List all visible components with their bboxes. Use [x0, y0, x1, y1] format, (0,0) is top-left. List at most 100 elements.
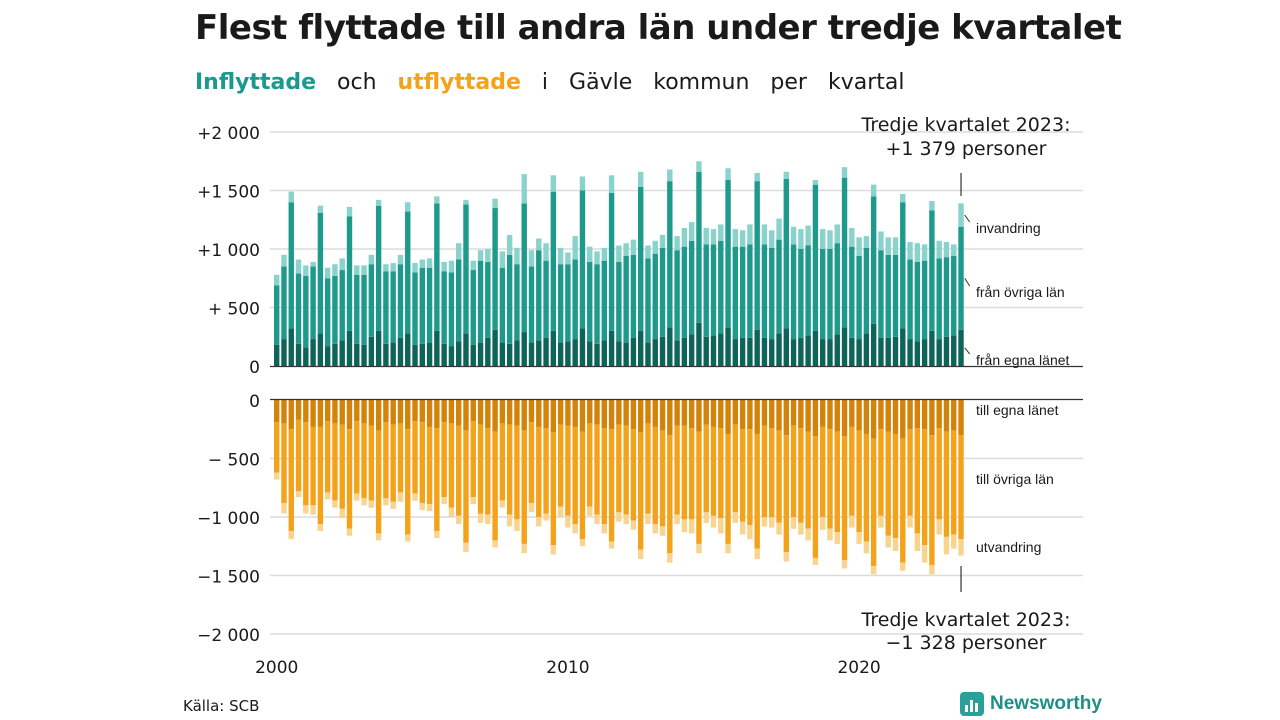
bar-inflow	[921, 339, 928, 366]
bar-outflow	[907, 429, 913, 516]
bar-inflow	[608, 192, 615, 331]
bar-outflow	[703, 424, 709, 513]
bar-inflow	[739, 246, 746, 338]
bar-inflow	[667, 327, 673, 366]
bar-outflow	[645, 513, 651, 525]
bar-inflow	[900, 202, 906, 329]
bar-inflow	[492, 198, 498, 209]
bar-inflow	[870, 184, 877, 197]
bar-inflow	[703, 227, 709, 245]
bar-inflow	[659, 336, 666, 366]
annotation-top-line2: +1 379 personer	[886, 138, 1047, 160]
bar-outflow	[485, 514, 491, 525]
bar-outflow	[870, 400, 877, 439]
bar-inflow	[856, 237, 862, 257]
bar-inflow	[776, 218, 782, 240]
annotation-bottom-line1: Tredje kvartalet 2023:	[861, 609, 1071, 631]
bar-inflow	[681, 227, 688, 247]
bar-inflow	[383, 264, 389, 272]
y-tick-label-top: +2 000	[197, 124, 260, 144]
bar-outflow	[703, 512, 709, 523]
bar-outflow	[674, 400, 680, 426]
bar-inflow	[776, 333, 782, 366]
bar-outflow	[725, 433, 731, 544]
bar-outflow	[528, 400, 535, 423]
bar-inflow	[434, 203, 440, 331]
bar-inflow	[820, 229, 826, 249]
bar-outflow	[572, 524, 578, 534]
series-label-outflow: till egna länet	[976, 402, 1059, 418]
bar-inflow	[361, 265, 367, 275]
bar-outflow	[303, 422, 309, 506]
bar-inflow	[521, 203, 527, 333]
bar-inflow	[608, 330, 615, 366]
bar-outflow	[339, 424, 345, 509]
brand-name: Newsworthy	[990, 693, 1102, 714]
bar-outflow	[274, 422, 280, 473]
bar-inflow	[710, 335, 717, 366]
bar-outflow	[667, 400, 673, 436]
bar-inflow	[419, 343, 425, 366]
bar-inflow	[346, 216, 353, 331]
bar-inflow	[528, 266, 535, 343]
bar-outflow	[346, 400, 353, 430]
bar-outflow	[674, 425, 680, 515]
bar-outflow	[841, 560, 848, 569]
bar-inflow	[295, 259, 302, 274]
bar-inflow	[354, 274, 360, 344]
bar-outflow	[536, 400, 542, 427]
bar-outflow	[688, 428, 695, 520]
bar-outflow	[863, 541, 870, 554]
bar-inflow	[892, 254, 899, 337]
bar-outflow	[623, 400, 629, 426]
bar-inflow	[281, 339, 287, 366]
bar-outflow	[769, 517, 775, 528]
bar-outflow	[878, 429, 884, 516]
bar-inflow	[696, 322, 702, 366]
bar-inflow	[594, 264, 600, 344]
source-label: Källa: SCB	[183, 697, 260, 715]
bar-outflow	[936, 428, 942, 520]
bar-outflow	[463, 542, 469, 553]
series-label-inflow: från övriga län	[976, 284, 1065, 300]
bar-inflow	[696, 161, 702, 172]
bar-outflow	[521, 543, 527, 554]
bar-outflow	[324, 492, 331, 500]
bar-inflow	[412, 344, 418, 366]
bar-outflow	[652, 426, 658, 525]
bar-inflow	[536, 250, 542, 341]
bar-inflow	[820, 249, 826, 340]
bar-inflow	[550, 191, 557, 331]
bar-inflow	[492, 208, 498, 330]
x-tick-label: 2020	[837, 658, 880, 678]
bar-outflow	[732, 424, 739, 513]
bar-inflow	[914, 243, 921, 262]
bar-outflow	[397, 400, 404, 424]
y-tick-label-top: +1 000	[197, 241, 260, 261]
bar-outflow	[681, 400, 688, 426]
bar-inflow	[514, 247, 520, 265]
bar-inflow	[739, 337, 746, 366]
bar-outflow	[361, 498, 367, 506]
bar-inflow	[907, 259, 913, 340]
bar-outflow	[324, 400, 331, 422]
bar-outflow	[361, 423, 367, 499]
subtitle-place: Gävle	[569, 70, 633, 95]
bar-outflow	[718, 518, 724, 534]
bar-outflow	[332, 400, 338, 424]
bar-outflow	[900, 438, 906, 563]
bar-outflow	[405, 400, 411, 430]
bar-inflow	[732, 339, 739, 366]
bar-inflow	[477, 342, 484, 366]
bar-outflow	[506, 424, 513, 515]
bar-inflow	[718, 224, 724, 241]
bar-outflow	[456, 400, 462, 426]
bar-outflow	[557, 424, 564, 507]
bar-outflow	[754, 548, 760, 560]
bar-inflow	[317, 205, 324, 213]
bar-inflow	[274, 344, 280, 366]
bar-outflow	[696, 431, 702, 544]
bar-inflow	[317, 212, 324, 334]
bar-outflow	[456, 515, 462, 525]
bar-inflow	[747, 224, 753, 245]
